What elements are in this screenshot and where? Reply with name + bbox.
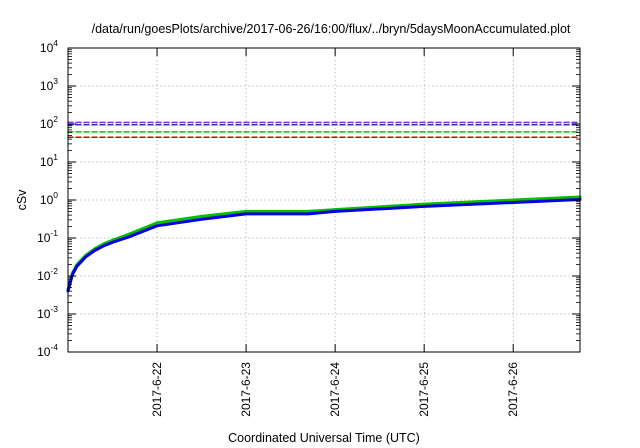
x-tick-label: 2017-6-23 [239, 362, 253, 417]
data-series-line [66, 195, 582, 291]
x-tick-label: 2017-6-24 [328, 362, 342, 417]
series-layer [66, 121, 582, 293]
y-tick-label: 10-3 [37, 304, 58, 321]
y-tick-label: 10-2 [37, 266, 58, 283]
x-tick-label: 2017-6-25 [417, 362, 431, 417]
y-tick-label: 10-4 [37, 342, 58, 359]
grid [68, 48, 580, 352]
y-tick-label: 101 [40, 152, 58, 169]
y-axis-label: cSv [15, 189, 29, 211]
x-tick-labels: 2017-6-22 2017-6-23 2017-6-24 2017-6-25 2017… [150, 362, 520, 417]
chart-title: /data/run/goesPlots/archive/2017-06-26/1… [92, 22, 571, 36]
y-tick-label: 103 [40, 76, 58, 93]
y-tick-label: 104 [40, 38, 58, 55]
y-tick-labels: 10-4 10-3 10-2 10-1 100 101 102 103 104 [37, 38, 58, 359]
x-axis-label: Coordinated Universal Time (UTC) [228, 431, 420, 445]
y-tick-label: 100 [40, 190, 58, 207]
axis-ticks [68, 47, 580, 353]
data-series-line [66, 198, 582, 293]
y-tick-label: 102 [40, 114, 58, 131]
x-tick-label: 2017-6-26 [506, 362, 520, 417]
x-tick-label: 2017-6-22 [150, 362, 164, 417]
y-tick-label: 10-1 [37, 228, 58, 245]
